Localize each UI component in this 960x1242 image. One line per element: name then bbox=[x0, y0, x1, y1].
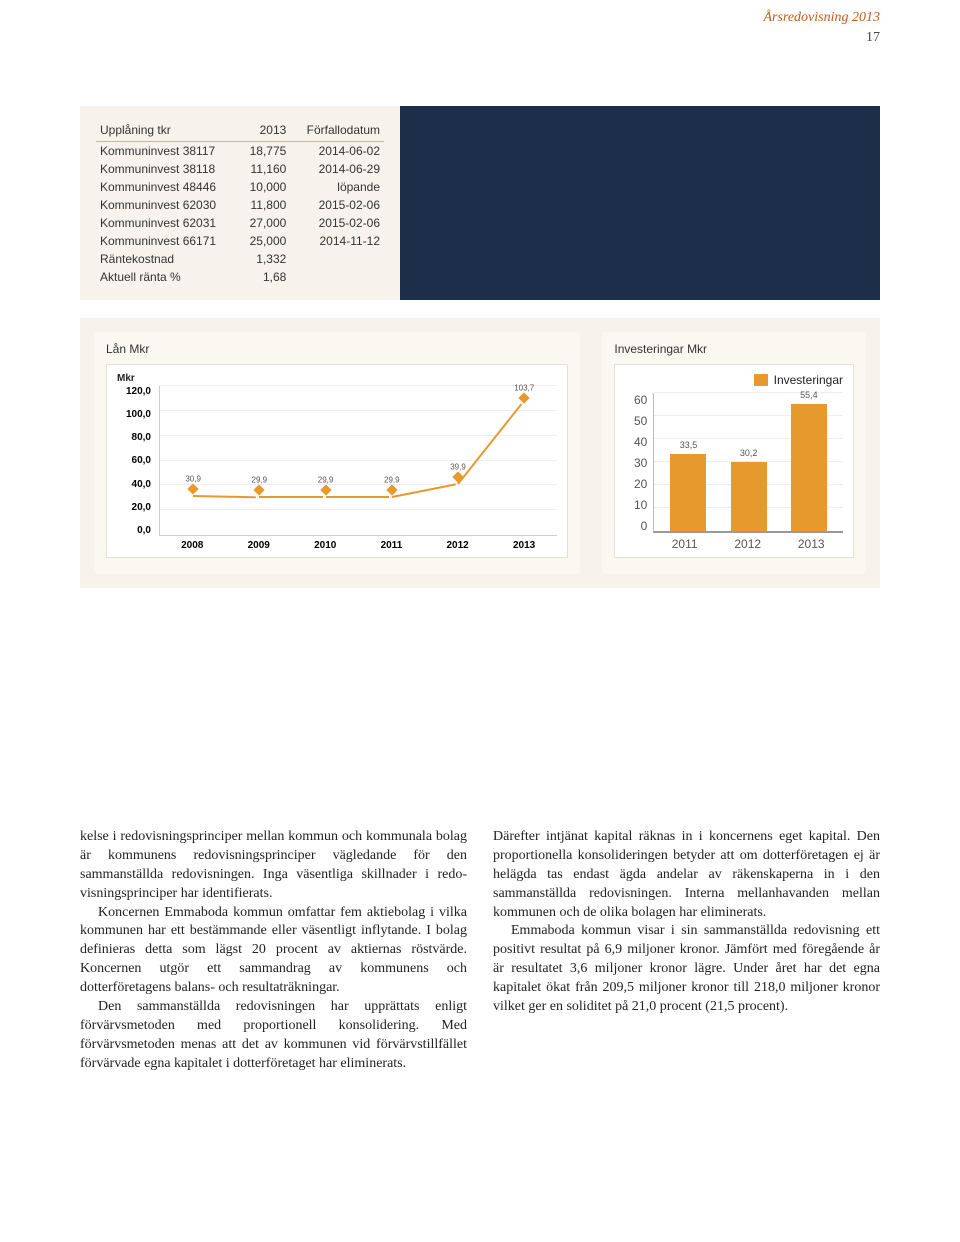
legend-swatch-icon bbox=[754, 374, 768, 386]
y-tick: 60,0 bbox=[117, 455, 151, 466]
line-y-axis: 120,0 100,0 80,0 60,0 40,0 20,0 0,0 bbox=[117, 386, 151, 536]
table-row: Räntekostnad1,332 bbox=[96, 250, 384, 268]
bar-legend: Investeringar bbox=[625, 373, 843, 387]
bar-value-label: 30,2 bbox=[740, 448, 758, 458]
data-point-label: 29,9 bbox=[252, 475, 268, 484]
data-point bbox=[519, 393, 530, 404]
line-chart-title: Lån Mkr bbox=[106, 342, 568, 356]
top-row: Upplåning tkr 2013 Förfallodatum Kommuni… bbox=[80, 106, 880, 300]
table-row: Kommuninvest 3811811,1602014-06-29 bbox=[96, 160, 384, 178]
y-tick: 0 bbox=[625, 519, 647, 533]
bar: 55,4 bbox=[791, 404, 827, 531]
y-tick: 120,0 bbox=[117, 386, 151, 397]
x-tick: 2011 bbox=[672, 537, 698, 551]
navy-placeholder bbox=[400, 106, 880, 300]
paragraph: Därefter intjänat kapital räknas in i ko… bbox=[493, 829, 880, 920]
bar-y-axis: 60 50 40 30 20 10 0 bbox=[625, 393, 647, 533]
line-plot-area: 30,9 29,9 29,9 29,9 39,9 103,7 bbox=[159, 386, 557, 536]
body-text: kelse i redovisningsprinciper mellan kom… bbox=[80, 828, 880, 1074]
data-point-label: 103,7 bbox=[514, 384, 534, 393]
data-point-label: 30,9 bbox=[185, 474, 201, 483]
table-row: Aktuell ränta %1,68 bbox=[96, 268, 384, 286]
table-row: Kommuninvest 3811718,7752014-06-02 bbox=[96, 142, 384, 161]
table-row: Kommuninvest 4844610,000löpande bbox=[96, 178, 384, 196]
data-point-label: 29,9 bbox=[384, 475, 400, 484]
paragraph: kelse i redovisningsprinciper mellan kom… bbox=[80, 829, 467, 901]
y-tick: 20 bbox=[625, 477, 647, 491]
paragraph: Den sammanställda redovisningen har uppr… bbox=[80, 998, 467, 1074]
y-tick: 30 bbox=[625, 456, 647, 470]
bar: 30,2 bbox=[731, 462, 767, 531]
table-row: Kommuninvest 6617125,0002014-11-12 bbox=[96, 232, 384, 250]
data-point bbox=[452, 472, 463, 483]
y-tick: 60 bbox=[625, 393, 647, 407]
legend-label: Investeringar bbox=[774, 373, 843, 387]
table-header: Upplåning tkr bbox=[96, 120, 239, 142]
table-header: 2013 bbox=[239, 120, 290, 142]
bar: 33,5 bbox=[670, 454, 706, 531]
doc-header: Årsredovisning 2013 bbox=[80, 0, 880, 30]
table-header: Förfallodatum bbox=[290, 120, 384, 142]
page-number: 17 bbox=[80, 30, 880, 46]
x-tick: 2011 bbox=[381, 540, 403, 551]
paragraph: Emmaboda kommun visar i sin sammanställ­… bbox=[493, 922, 880, 1016]
x-tick: 2009 bbox=[248, 540, 270, 551]
x-tick: 2010 bbox=[314, 540, 336, 551]
data-point bbox=[320, 484, 331, 495]
bar-chart-card: Investeringar Mkr Investeringar 60 50 40 30… bbox=[602, 332, 866, 574]
data-point bbox=[386, 484, 397, 495]
loan-table: Upplåning tkr 2013 Förfallodatum Kommuni… bbox=[80, 106, 400, 300]
line-chart-card: Lån Mkr Mkr 120,0 100,0 80,0 60,0 40,0 20,0 0,… bbox=[94, 332, 580, 574]
x-tick: 2012 bbox=[734, 537, 761, 551]
data-point bbox=[254, 484, 265, 495]
data-point-label: 29,9 bbox=[318, 475, 334, 484]
y-tick: 10 bbox=[625, 498, 647, 512]
y-tick: 80,0 bbox=[117, 432, 151, 443]
x-tick: 2013 bbox=[513, 540, 535, 551]
column-right: Därefter intjänat kapital räknas in i ko… bbox=[493, 828, 880, 1074]
table-row: Kommuninvest 6203011,8002015-02-06 bbox=[96, 196, 384, 214]
bar-x-labels: 2011 2012 2013 bbox=[653, 537, 843, 551]
y-tick: 40,0 bbox=[117, 479, 151, 490]
y-tick: 100,0 bbox=[117, 409, 151, 420]
column-left: kelse i redovisningsprinciper mellan kom… bbox=[80, 828, 467, 1074]
bar-value-label: 33,5 bbox=[680, 440, 698, 450]
y-axis-title: Mkr bbox=[117, 373, 557, 384]
table-row: Kommuninvest 6203127,0002015-02-06 bbox=[96, 214, 384, 232]
x-tick: 2013 bbox=[798, 537, 825, 551]
y-tick: 40 bbox=[625, 435, 647, 449]
line-x-labels: 2008 2009 2010 2011 2012 2013 bbox=[159, 540, 557, 551]
bar-chart-title: Investeringar Mkr bbox=[614, 342, 854, 356]
x-tick: 2012 bbox=[447, 540, 469, 551]
y-tick: 20,0 bbox=[117, 502, 151, 513]
data-point-label: 39,9 bbox=[450, 463, 466, 472]
bar-plot-area: 33,5 30,2 55,4 bbox=[653, 393, 843, 533]
charts-row: Lån Mkr Mkr 120,0 100,0 80,0 60,0 40,0 20,0 0,… bbox=[80, 318, 880, 588]
paragraph: Koncernen Emmaboda kommun omfattar fem a… bbox=[80, 904, 467, 998]
y-tick: 0,0 bbox=[117, 525, 151, 536]
x-tick: 2008 bbox=[181, 540, 203, 551]
y-tick: 50 bbox=[625, 414, 647, 428]
bar-value-label: 55,4 bbox=[800, 390, 818, 400]
